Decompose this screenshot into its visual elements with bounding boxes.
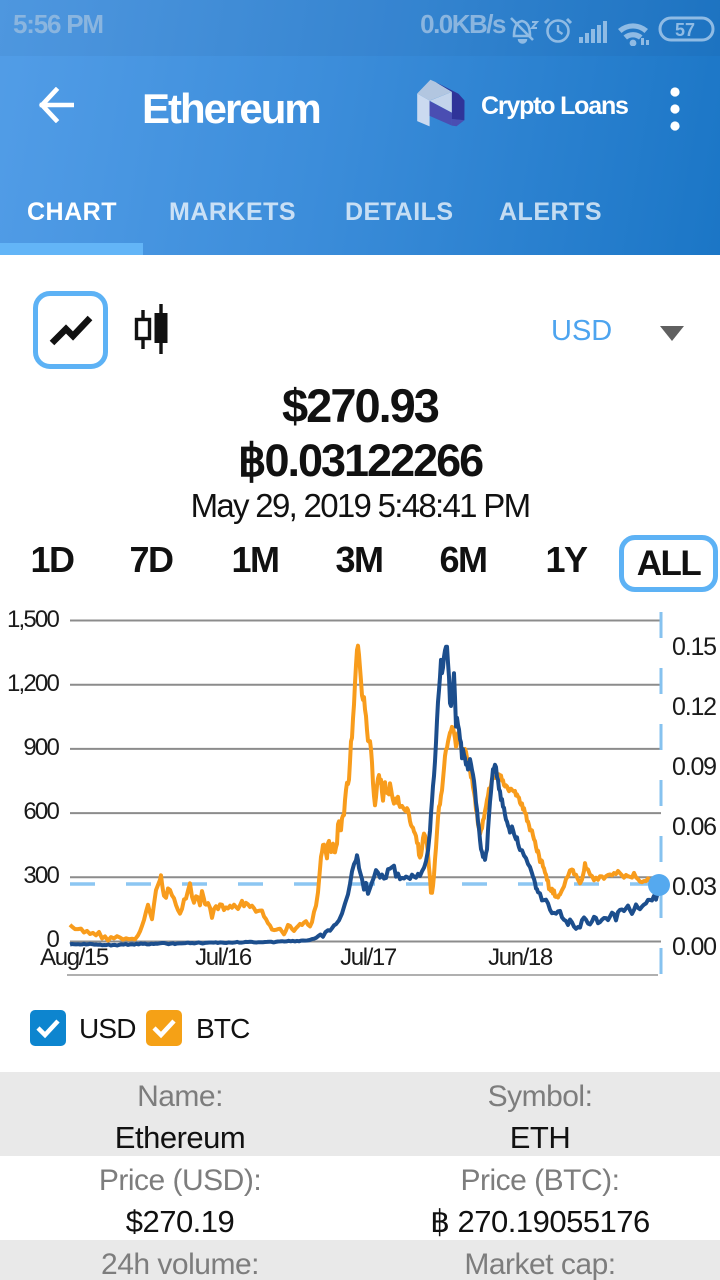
svg-text:57: 57 [675, 20, 695, 40]
